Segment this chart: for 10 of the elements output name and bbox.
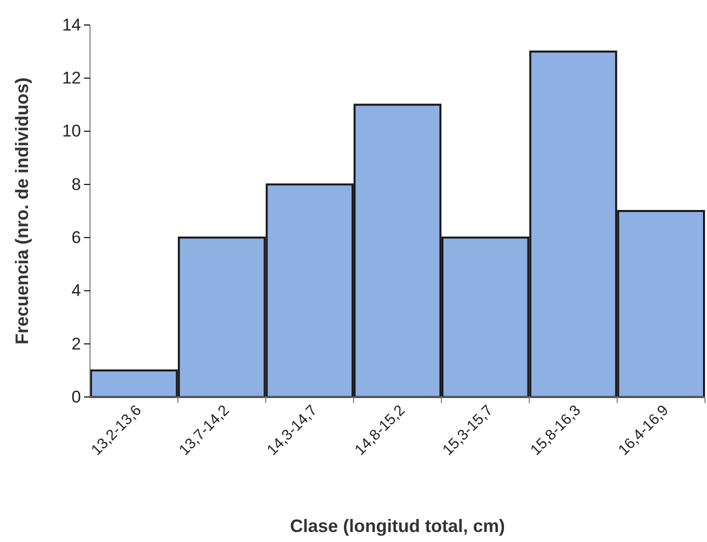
x-axis-title: Clase (longitud total, cm) <box>290 516 506 536</box>
y-axis-title: Frecuencia (nro. de individuos) <box>12 77 32 345</box>
y-tick-label: 12 <box>62 68 81 88</box>
y-tick-label: 8 <box>72 174 81 194</box>
y-tick-label: 0 <box>72 387 81 406</box>
y-tick-label: 10 <box>62 122 81 141</box>
y-tick-label: 4 <box>72 281 81 300</box>
y-tick-label: 2 <box>72 334 81 354</box>
y-tick-label: 14 <box>62 15 81 34</box>
y-tick-label: 6 <box>72 228 81 248</box>
